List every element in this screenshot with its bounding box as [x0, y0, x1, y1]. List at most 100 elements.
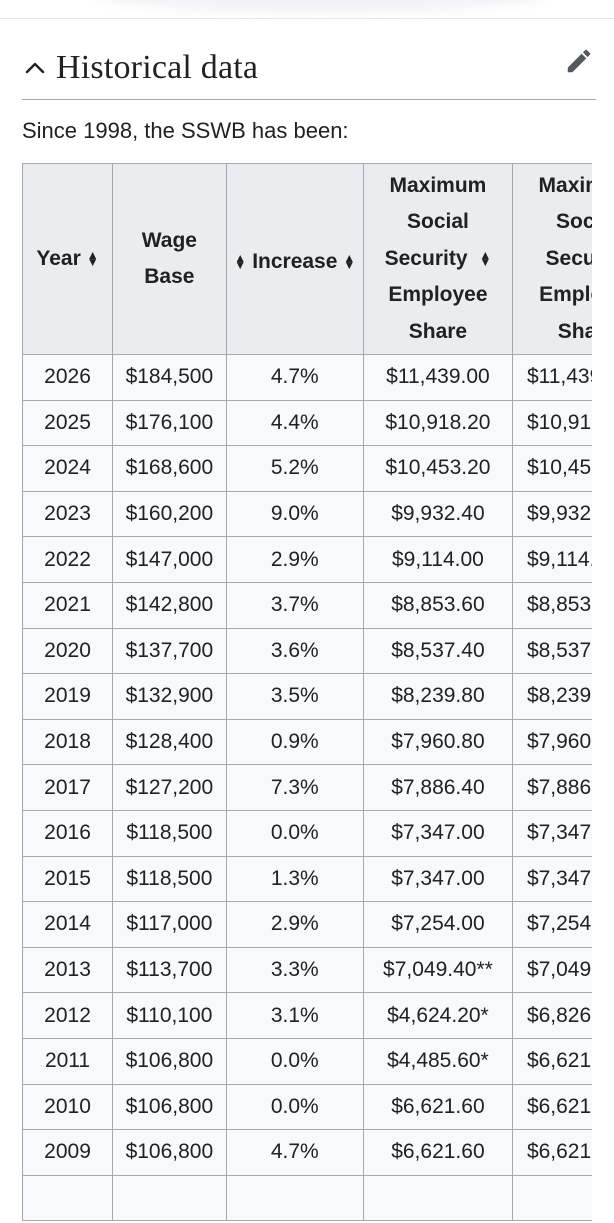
- cell-year: 2021: [22, 581, 114, 629]
- cell-employer-share: $7,886.4: [511, 764, 592, 811]
- header-employee-line: Employee: [388, 283, 488, 307]
- cell-year: 2023: [22, 490, 114, 538]
- cell-employee-share: $8,537.40: [362, 627, 513, 675]
- cell-increase: 0.0%: [225, 809, 364, 857]
- cell-wage-base: $118,500: [112, 809, 227, 857]
- table-row: 2013 $113,700 3.3% $7,049.40** $7,049.4: [22, 946, 592, 994]
- cell-wage-base: $142,800: [112, 581, 227, 629]
- header-employer-line: Social: [556, 210, 592, 234]
- top-shadow: [90, 0, 550, 12]
- table-row: 2014 $117,000 2.9% $7,254.00 $7,254.0: [22, 901, 592, 948]
- cell-employee-share: $7,347.00: [362, 855, 513, 903]
- cell-year: 2024: [22, 445, 114, 492]
- cell-increase: 3.1%: [225, 992, 364, 1039]
- table-row: 2017 $127,200 7.3% $7,886.40 $7,886.4: [22, 764, 592, 811]
- cell-wage-base: $160,200: [112, 490, 227, 538]
- cell-year: 2020: [22, 627, 114, 675]
- chevron-up-icon[interactable]: [22, 55, 48, 81]
- pencil-icon[interactable]: [564, 46, 594, 76]
- sort-icon[interactable]: ▲ ▼: [234, 250, 247, 272]
- header-employee-share[interactable]: Maximum Social Security ▲ ▼ Employee Shar…: [362, 163, 513, 355]
- cell-year: 2012: [22, 992, 114, 1039]
- cell-increase: 3.7%: [225, 581, 364, 629]
- cell-year: 2025: [22, 399, 114, 447]
- header-employer-line: Maximum: [538, 173, 592, 197]
- cell-employer-share: $10,918.2: [511, 399, 592, 447]
- header-employee-line: Share: [408, 319, 468, 343]
- header-year[interactable]: Year ▲ ▼: [22, 163, 114, 355]
- table-row: 2016 $118,500 0.0% $7,347.00 $7,347.0: [22, 809, 592, 857]
- cell-employee-share: $9,932.40: [362, 490, 513, 538]
- cell-employer-share: $7,960.8: [511, 718, 592, 766]
- header-wage-base-line: Base: [144, 265, 195, 288]
- header-employer-line: Security: [545, 246, 592, 270]
- header-employee-line: Social: [406, 210, 469, 234]
- intro-text: Since 1998, the SSWB has been:: [22, 118, 349, 143]
- cell-employer-share: $8,537.4: [511, 627, 592, 675]
- cell-employer-share: $8,239.8: [511, 673, 592, 720]
- cell-year: 2015: [22, 855, 114, 903]
- cell-employer-share: $11,439.0: [511, 354, 592, 401]
- cell-employee-share: $8,853.60: [362, 581, 513, 629]
- cell-employer-share: $6,826.2: [511, 992, 592, 1039]
- table-row: 2022 $147,000 2.9% $9,114.00 $9,114.0: [22, 536, 592, 583]
- cell-year: 2014: [22, 901, 114, 948]
- cell-employee-share: $10,453.20: [362, 445, 513, 492]
- table-container[interactable]: Year ▲ ▼ Wage Base ▲ ▼ Increase: [22, 163, 592, 1223]
- sort-icon[interactable]: ▲ ▼: [479, 248, 492, 270]
- cell-increase: 3.3%: [225, 946, 364, 994]
- sort-icon[interactable]: ▲ ▼: [343, 250, 356, 272]
- cell-employee-share: $4,485.60*: [362, 1037, 513, 1085]
- cell-year: 2009: [22, 1129, 114, 1176]
- cell-wage-base: $127,200: [112, 764, 227, 811]
- cell-increase: 2.9%: [225, 536, 364, 583]
- cell-wage-base: $132,900: [112, 673, 227, 720]
- cell-increase: 2.9%: [225, 901, 364, 948]
- cell-wage-base: $128,400: [112, 718, 227, 766]
- table-row: 2023 $160,200 9.0% $9,932.40 $9,932.4: [22, 490, 592, 538]
- cell-year: 2017: [22, 764, 114, 811]
- cell-wage-base: $117,000: [112, 901, 227, 948]
- header-wage-base[interactable]: Wage Base: [112, 163, 227, 355]
- cell-employee-share: [362, 1174, 513, 1222]
- cell-year: 2010: [22, 1083, 114, 1131]
- cell-year: 2026: [22, 354, 114, 401]
- table-row: 2020 $137,700 3.6% $8,537.40 $8,537.4: [22, 627, 592, 675]
- table-row: [22, 1174, 592, 1222]
- table-row: 2024 $168,600 5.2% $10,453.20 $10,453.2: [22, 445, 592, 492]
- header-year-label: Year: [36, 246, 81, 270]
- cell-year: 2022: [22, 536, 114, 583]
- table-row: 2018 $128,400 0.9% $7,960.80 $7,960.8: [22, 718, 592, 766]
- section-divider: [22, 99, 596, 100]
- cell-employee-share: $10,918.20: [362, 399, 513, 447]
- cell-year: 2013: [22, 946, 114, 994]
- cell-increase: 3.5%: [225, 673, 364, 720]
- cell-employee-share: $7,254.00: [362, 901, 513, 948]
- sort-icon[interactable]: ▲ ▼: [86, 248, 99, 269]
- cell-employer-share: $7,049.4: [511, 946, 592, 994]
- header-employer-line: Share: [557, 319, 592, 343]
- section-header[interactable]: Historical data: [22, 38, 596, 98]
- cell-employer-share: $6,621.6: [511, 1083, 592, 1131]
- header-employer-share[interactable]: Maximum Social Security Employer Share: [511, 163, 592, 355]
- table-row: 2011 $106,800 0.0% $4,485.60* $6,621.6: [22, 1037, 592, 1085]
- cell-increase: 7.3%: [225, 764, 364, 811]
- cell-increase: 5.2%: [225, 445, 364, 492]
- table-row: 2026 $184,500 4.7% $11,439.00 $11,439.0: [22, 354, 592, 401]
- cell-wage-base: $106,800: [112, 1083, 227, 1131]
- cell-employee-share: $11,439.00: [362, 354, 513, 401]
- cell-employer-share: $6,621.6: [511, 1129, 592, 1176]
- cell-employer-share: $10,453.2: [511, 445, 592, 492]
- cell-wage-base: $137,700: [112, 627, 227, 675]
- cell-employee-share: $4,624.20*: [362, 992, 513, 1039]
- header-increase[interactable]: ▲ ▼ Increase ▲ ▼: [225, 163, 364, 355]
- cell-wage-base: $106,800: [112, 1037, 227, 1085]
- cell-employer-share: $7,347.0: [511, 855, 592, 903]
- cell-increase: 4.7%: [225, 1129, 364, 1176]
- header-employer-line: Employer: [539, 283, 592, 307]
- cell-employee-share: $6,621.60: [362, 1129, 513, 1176]
- cell-employer-share: $9,932.4: [511, 490, 592, 538]
- header-increase-label: Increase: [252, 249, 338, 273]
- cell-increase: 0.0%: [225, 1083, 364, 1131]
- cell-increase: 0.0%: [225, 1037, 364, 1085]
